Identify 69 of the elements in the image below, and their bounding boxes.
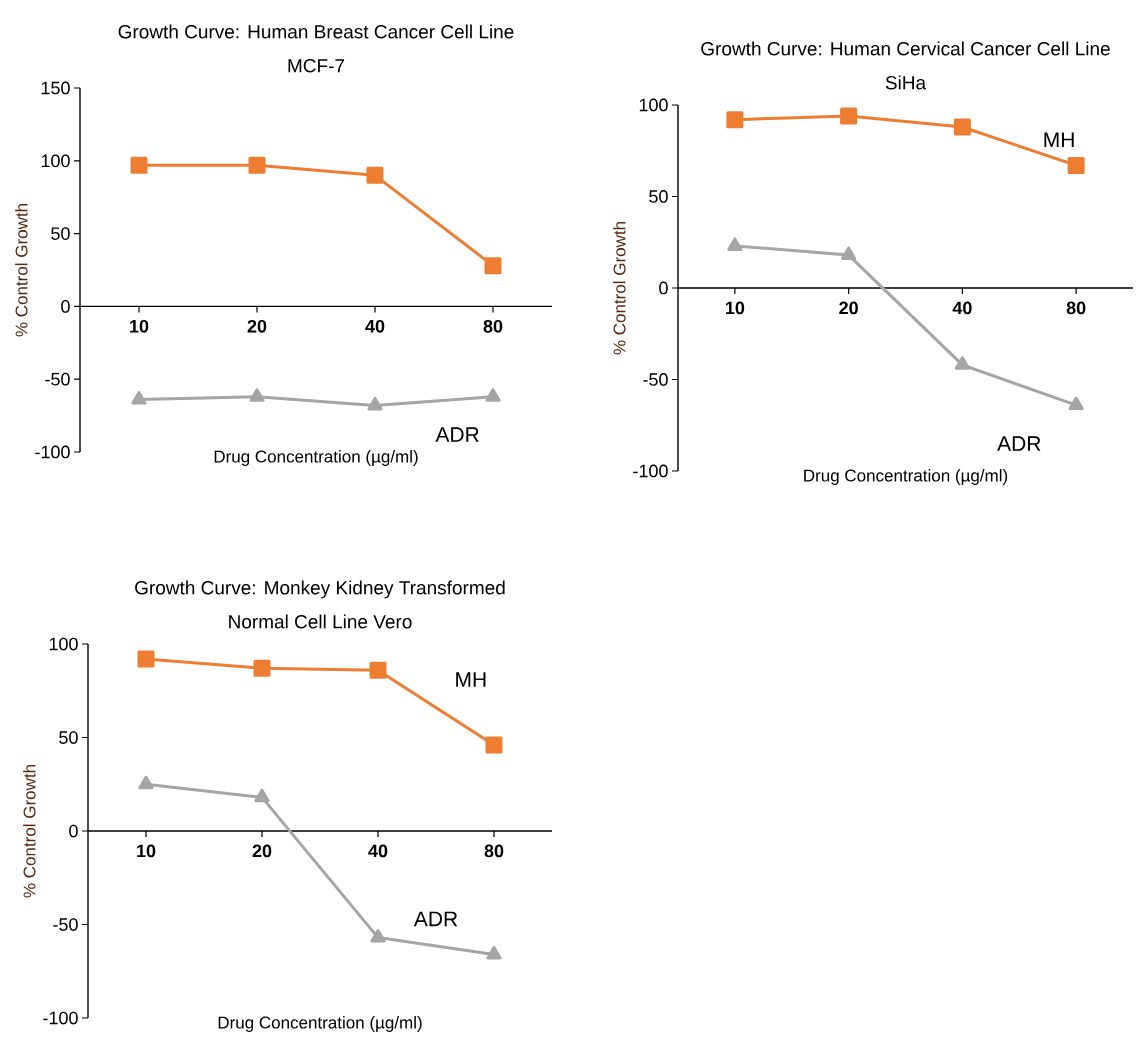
y-tick-label: -100 bbox=[35, 445, 70, 459]
point bbox=[254, 788, 270, 803]
point bbox=[137, 650, 155, 668]
y-tick-label: 100 bbox=[41, 154, 70, 168]
chart-subtitle: Normal Cell Line Vero bbox=[229, 614, 412, 629]
x-tick-label: 80 bbox=[1066, 301, 1086, 315]
x-tick-label: 40 bbox=[952, 301, 972, 315]
y-axis-title: % Control Growth bbox=[15, 204, 28, 337]
point bbox=[366, 166, 384, 184]
x-tick-label: 10 bbox=[137, 844, 156, 858]
point bbox=[484, 257, 502, 275]
point bbox=[727, 237, 743, 251]
point bbox=[130, 156, 148, 174]
point bbox=[726, 111, 744, 129]
point bbox=[248, 156, 266, 174]
series-label: ADR bbox=[997, 436, 1041, 451]
y-tick-label: 0 bbox=[69, 824, 78, 838]
point bbox=[370, 929, 386, 943]
y-tick-label: 50 bbox=[59, 731, 78, 744]
y-tick-label: 50 bbox=[51, 227, 70, 240]
point bbox=[841, 246, 857, 261]
x-tick-label: 10 bbox=[130, 319, 149, 333]
x-axis-title: Drug Concentration (µg/ml) bbox=[214, 450, 418, 466]
y-tick-label: 100 bbox=[49, 637, 78, 651]
x-tick-label: 20 bbox=[252, 844, 272, 858]
y-tick-label: 100 bbox=[639, 98, 668, 112]
point bbox=[138, 775, 154, 790]
x-tick-label: 80 bbox=[483, 319, 503, 333]
x-tick-label: 40 bbox=[365, 319, 385, 333]
point bbox=[249, 388, 265, 402]
point bbox=[954, 356, 970, 370]
point bbox=[131, 391, 147, 405]
y-tick-label: 0 bbox=[659, 281, 668, 295]
x-tick-label: 80 bbox=[484, 844, 504, 858]
x-axis-title: Drug Concentration (µg/ml) bbox=[804, 469, 1008, 485]
x-tick-label: 20 bbox=[839, 301, 858, 315]
chart-title: Growth Curve: Human Cervical Cancer Cell Line bbox=[701, 41, 1110, 56]
point bbox=[486, 945, 502, 960]
y-tick-label: -100 bbox=[43, 1011, 78, 1025]
series-label: ADR bbox=[413, 911, 458, 927]
chart-title: Growth Curve: Monkey Kidney Transformed bbox=[135, 580, 505, 599]
y-tick-label: -50 bbox=[53, 918, 78, 931]
point bbox=[485, 388, 501, 402]
x-tick-label: 10 bbox=[726, 301, 745, 315]
x-tick-label: 40 bbox=[368, 844, 388, 858]
chart-title: Growth Curve: Human Breast Cancer Cell Line bbox=[118, 24, 514, 39]
point bbox=[1068, 396, 1084, 411]
point bbox=[485, 736, 503, 754]
point bbox=[367, 396, 383, 411]
y-tick-label: -50 bbox=[643, 373, 668, 386]
point bbox=[953, 118, 971, 136]
y-axis-title: % Control Growth bbox=[613, 222, 626, 355]
chart-subtitle: MCF-7 bbox=[288, 59, 345, 73]
x-axis-title: Drug Concentration (µg/ml) bbox=[218, 1016, 422, 1032]
chart-subtitle: SiHa bbox=[885, 75, 927, 90]
x-tick-label: 20 bbox=[247, 319, 267, 333]
series-label: ADR bbox=[435, 427, 479, 442]
y-tick-label: 150 bbox=[41, 81, 70, 95]
y-tick-label: 50 bbox=[649, 190, 668, 203]
point bbox=[369, 661, 387, 679]
point bbox=[253, 659, 271, 677]
point bbox=[1067, 156, 1085, 174]
series-label: MH bbox=[1044, 132, 1074, 147]
y-axis-title: % Control Growth bbox=[23, 765, 36, 898]
series-label: MH bbox=[456, 672, 486, 687]
y-tick-label: -100 bbox=[633, 464, 668, 478]
y-tick-label: 0 bbox=[61, 300, 70, 313]
y-tick-label: -50 bbox=[45, 372, 70, 386]
point bbox=[840, 107, 858, 125]
